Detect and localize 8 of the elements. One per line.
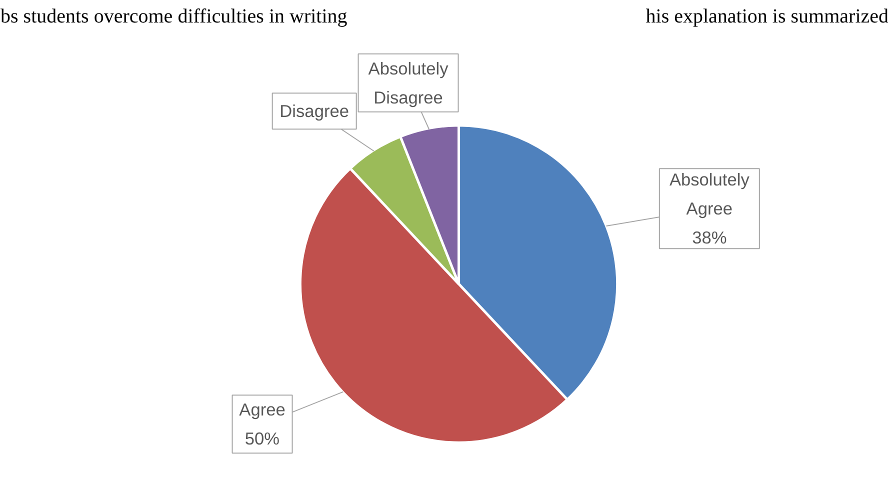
text: his explanation is summarized bbox=[646, 5, 888, 28]
slice-label: Agree bbox=[239, 400, 286, 420]
data-label: 50% bbox=[244, 428, 280, 449]
slice-label: Absolutely Agree bbox=[669, 170, 750, 219]
slice-label: Disagree bbox=[280, 101, 350, 122]
slice-label: Absolutely Disagree bbox=[368, 58, 449, 108]
data-label: 38% bbox=[692, 228, 727, 248]
text: bs students overcome difficulties in writing bbox=[0, 5, 348, 28]
